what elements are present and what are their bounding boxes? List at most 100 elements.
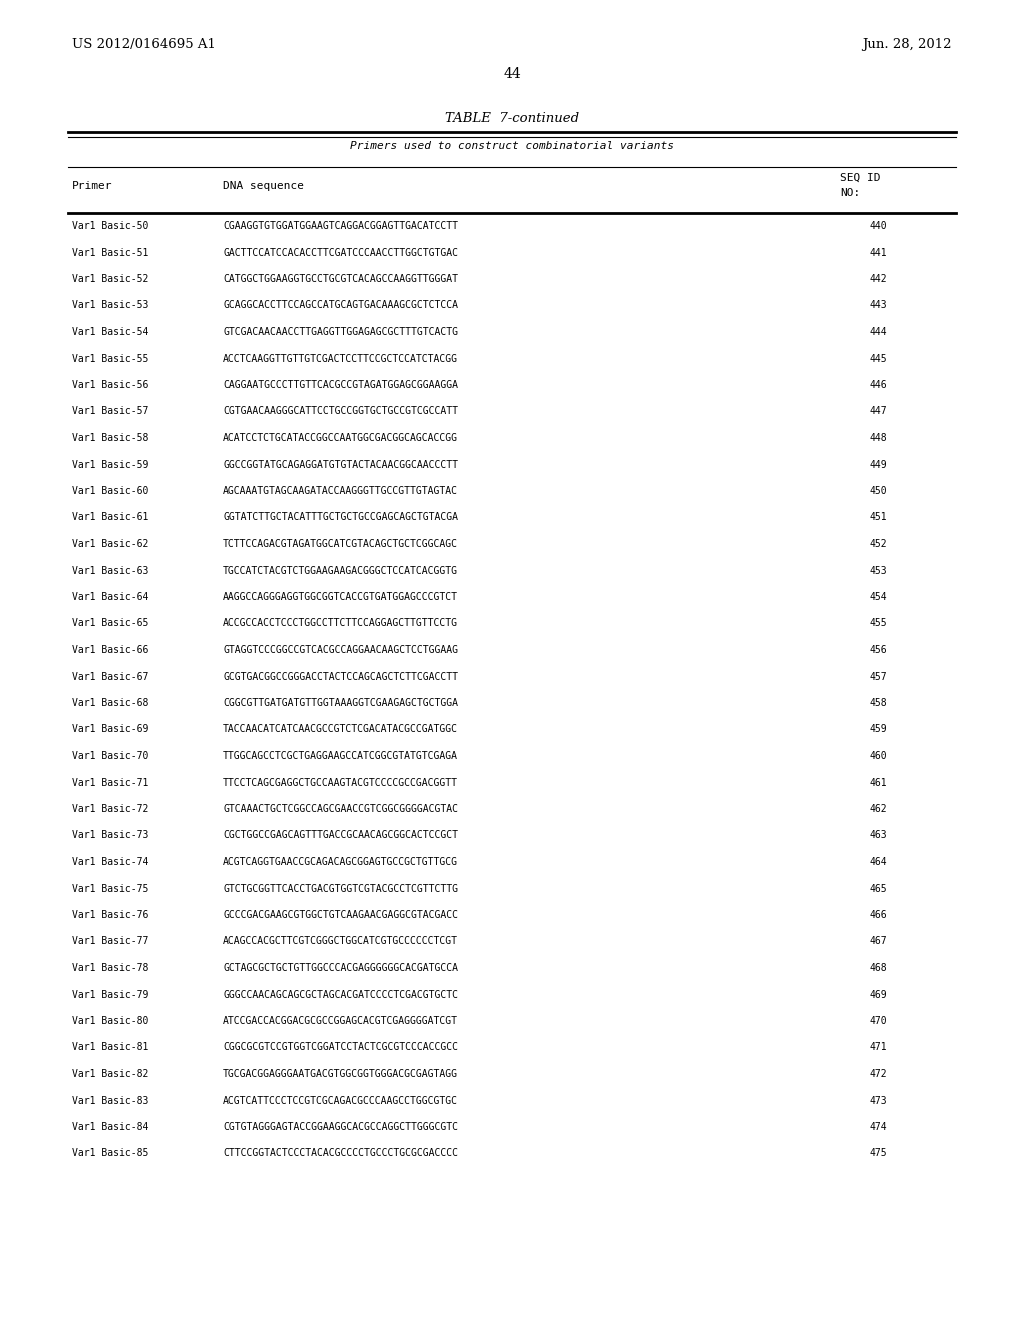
Text: GTCGACAACAACCTTGAGGTTGGAGAGCGCTTTGTCACTG: GTCGACAACAACCTTGAGGTTGGAGAGCGCTTTGTCACTG: [223, 327, 458, 337]
Text: 471: 471: [870, 1043, 888, 1052]
Text: ACAGCCACGCTTCGTCGGGCTGGCATCGTGCCCCCCTCGT: ACAGCCACGCTTCGTCGGGCTGGCATCGTGCCCCCCTCGT: [223, 936, 458, 946]
Text: 462: 462: [870, 804, 888, 814]
Text: 44: 44: [503, 67, 521, 81]
Text: GGTATCTTGCTACATTTGCTGCTGCCGAGCAGCTGTACGA: GGTATCTTGCTACATTTGCTGCTGCCGAGCAGCTGTACGA: [223, 512, 458, 523]
Text: CGTGAACAAGGGCATTCCTGCCGGTGCTGCCGTCGCCATT: CGTGAACAAGGGCATTCCTGCCGGTGCTGCCGTCGCCATT: [223, 407, 458, 417]
Text: Var1 Basic-75: Var1 Basic-75: [72, 883, 148, 894]
Text: 472: 472: [870, 1069, 888, 1078]
Text: 457: 457: [870, 672, 888, 681]
Text: GTCTGCGGTTCACCTGACGTGGTCGTACGCCTCGTTCTTG: GTCTGCGGTTCACCTGACGTGGTCGTACGCCTCGTTCTTG: [223, 883, 458, 894]
Text: GGGCCAACAGCAGCGCTAGCACGATCCCCTCGACGTGCTC: GGGCCAACAGCAGCGCTAGCACGATCCCCTCGACGTGCTC: [223, 990, 458, 999]
Text: Var1 Basic-82: Var1 Basic-82: [72, 1069, 148, 1078]
Text: TABLE  7-continued: TABLE 7-continued: [445, 112, 579, 125]
Text: 459: 459: [870, 725, 888, 734]
Text: Var1 Basic-85: Var1 Basic-85: [72, 1148, 148, 1159]
Text: CGCTGGCCGAGCAGTTTGACCGCAACAGCGGCACTCCGCT: CGCTGGCCGAGCAGTTTGACCGCAACAGCGGCACTCCGCT: [223, 830, 458, 841]
Text: Var1 Basic-60: Var1 Basic-60: [72, 486, 148, 496]
Text: Var1 Basic-74: Var1 Basic-74: [72, 857, 148, 867]
Text: ACGTCAGGTGAACCGCAGACAGCGGAGTGCCGCTGTTGCG: ACGTCAGGTGAACCGCAGACAGCGGAGTGCCGCTGTTGCG: [223, 857, 458, 867]
Text: Var1 Basic-79: Var1 Basic-79: [72, 990, 148, 999]
Text: GTCAAACTGCTCGGCCAGCGAACCGTCGGCGGGGACGTAC: GTCAAACTGCTCGGCCAGCGAACCGTCGGCGGGGACGTAC: [223, 804, 458, 814]
Text: Var1 Basic-61: Var1 Basic-61: [72, 512, 148, 523]
Text: Var1 Basic-81: Var1 Basic-81: [72, 1043, 148, 1052]
Text: AGCAAATGTAGCAAGATACCAAGGGTTGCCGTTGTAGTAC: AGCAAATGTAGCAAGATACCAAGGGTTGCCGTTGTAGTAC: [223, 486, 458, 496]
Text: 444: 444: [870, 327, 888, 337]
Text: 461: 461: [870, 777, 888, 788]
Text: Var1 Basic-53: Var1 Basic-53: [72, 301, 148, 310]
Text: Var1 Basic-80: Var1 Basic-80: [72, 1016, 148, 1026]
Text: Var1 Basic-51: Var1 Basic-51: [72, 248, 148, 257]
Text: 445: 445: [870, 354, 888, 363]
Text: 451: 451: [870, 512, 888, 523]
Text: Var1 Basic-50: Var1 Basic-50: [72, 220, 148, 231]
Text: US 2012/0164695 A1: US 2012/0164695 A1: [72, 38, 216, 51]
Text: Var1 Basic-62: Var1 Basic-62: [72, 539, 148, 549]
Text: ACCTCAAGGTTGTTGTCGACTCCTTCCGCTCCATCTACGG: ACCTCAAGGTTGTTGTCGACTCCTTCCGCTCCATCTACGG: [223, 354, 458, 363]
Text: GCCCGACGAAGCGTGGCTGTCAAGAACGAGGCGTACGACC: GCCCGACGAAGCGTGGCTGTCAAGAACGAGGCGTACGACC: [223, 909, 458, 920]
Text: Var1 Basic-70: Var1 Basic-70: [72, 751, 148, 762]
Text: Var1 Basic-67: Var1 Basic-67: [72, 672, 148, 681]
Text: TTCCTCAGCGAGGCTGCCAAGTACGTCCCCGCCGACGGTT: TTCCTCAGCGAGGCTGCCAAGTACGTCCCCGCCGACGGTT: [223, 777, 458, 788]
Text: Var1 Basic-54: Var1 Basic-54: [72, 327, 148, 337]
Text: TCTTCCAGACGTAGATGGCATCGTACAGCTGCTCGGCAGC: TCTTCCAGACGTAGATGGCATCGTACAGCTGCTCGGCAGC: [223, 539, 458, 549]
Text: 464: 464: [870, 857, 888, 867]
Text: Var1 Basic-64: Var1 Basic-64: [72, 591, 148, 602]
Text: 449: 449: [870, 459, 888, 470]
Text: ATCCGACCACGGACGCGCCGGAGCACGTCGAGGGGATCGT: ATCCGACCACGGACGCGCCGGAGCACGTCGAGGGGATCGT: [223, 1016, 458, 1026]
Text: Var1 Basic-55: Var1 Basic-55: [72, 354, 148, 363]
Text: CATGGCTGGAAGGTGCCTGCGTCACAGCCAAGGTTGGGAT: CATGGCTGGAAGGTGCCTGCGTCACAGCCAAGGTTGGGAT: [223, 275, 458, 284]
Text: Var1 Basic-63: Var1 Basic-63: [72, 565, 148, 576]
Text: ACGTCATTCCCTCCGTCGCAGACGCCCAAGCCTGGCGTGC: ACGTCATTCCCTCCGTCGCAGACGCCCAAGCCTGGCGTGC: [223, 1096, 458, 1106]
Text: Var1 Basic-58: Var1 Basic-58: [72, 433, 148, 444]
Text: 458: 458: [870, 698, 888, 708]
Text: Var1 Basic-76: Var1 Basic-76: [72, 909, 148, 920]
Text: Var1 Basic-83: Var1 Basic-83: [72, 1096, 148, 1106]
Text: Var1 Basic-78: Var1 Basic-78: [72, 964, 148, 973]
Text: SEQ ID: SEQ ID: [840, 173, 881, 183]
Text: 475: 475: [870, 1148, 888, 1159]
Text: 447: 447: [870, 407, 888, 417]
Text: 469: 469: [870, 990, 888, 999]
Text: GACTTCCATCCACACCTTCGATCCCAACCTTGGCTGTGAC: GACTTCCATCCACACCTTCGATCCCAACCTTGGCTGTGAC: [223, 248, 458, 257]
Text: 454: 454: [870, 591, 888, 602]
Text: 448: 448: [870, 433, 888, 444]
Text: Var1 Basic-77: Var1 Basic-77: [72, 936, 148, 946]
Text: ACATCCTCTGCATACCGGCCAATGGCGACGGCAGCACCGG: ACATCCTCTGCATACCGGCCAATGGCGACGGCAGCACCGG: [223, 433, 458, 444]
Text: 456: 456: [870, 645, 888, 655]
Text: GCGTGACGGCCGGGACCTACTCCAGCAGCTCTTCGACCTT: GCGTGACGGCCGGGACCTACTCCAGCAGCTCTTCGACCTT: [223, 672, 458, 681]
Text: CAGGAATGCCCTTGTTCACGCCGTAGATGGAGCGGAAGGA: CAGGAATGCCCTTGTTCACGCCGTAGATGGAGCGGAAGGA: [223, 380, 458, 389]
Text: NO:: NO:: [840, 187, 860, 198]
Text: Var1 Basic-73: Var1 Basic-73: [72, 830, 148, 841]
Text: 470: 470: [870, 1016, 888, 1026]
Text: 473: 473: [870, 1096, 888, 1106]
Text: 446: 446: [870, 380, 888, 389]
Text: 453: 453: [870, 565, 888, 576]
Text: 443: 443: [870, 301, 888, 310]
Text: GGCCGGTATGCAGAGGATGTGTACTACAACGGCAACCCTT: GGCCGGTATGCAGAGGATGTGTACTACAACGGCAACCCTT: [223, 459, 458, 470]
Text: CGGCGCGTCCGTGGTCGGATCCTACTCGCGTCCCACCGCC: CGGCGCGTCCGTGGTCGGATCCTACTCGCGTCCCACCGCC: [223, 1043, 458, 1052]
Text: Var1 Basic-84: Var1 Basic-84: [72, 1122, 148, 1133]
Text: 441: 441: [870, 248, 888, 257]
Text: TGCGACGGAGGGAATGACGTGGCGGTGGGACGCGAGTAGG: TGCGACGGAGGGAATGACGTGGCGGTGGGACGCGAGTAGG: [223, 1069, 458, 1078]
Text: 467: 467: [870, 936, 888, 946]
Text: Var1 Basic-57: Var1 Basic-57: [72, 407, 148, 417]
Text: TGCCATCTACGTCTGGAAGAAGACGGGCTCCATCACGGTG: TGCCATCTACGTCTGGAAGAAGACGGGCTCCATCACGGTG: [223, 565, 458, 576]
Text: 460: 460: [870, 751, 888, 762]
Text: Var1 Basic-65: Var1 Basic-65: [72, 619, 148, 628]
Text: 442: 442: [870, 275, 888, 284]
Text: 463: 463: [870, 830, 888, 841]
Text: Var1 Basic-59: Var1 Basic-59: [72, 459, 148, 470]
Text: Var1 Basic-56: Var1 Basic-56: [72, 380, 148, 389]
Text: Jun. 28, 2012: Jun. 28, 2012: [862, 38, 952, 51]
Text: Var1 Basic-52: Var1 Basic-52: [72, 275, 148, 284]
Text: 450: 450: [870, 486, 888, 496]
Text: Var1 Basic-69: Var1 Basic-69: [72, 725, 148, 734]
Text: Var1 Basic-68: Var1 Basic-68: [72, 698, 148, 708]
Text: CTTCCGGTACTCCCTACACGCCCCTGCCCTGCGCGACCCC: CTTCCGGTACTCCCTACACGCCCCTGCCCTGCGCGACCCC: [223, 1148, 458, 1159]
Text: 452: 452: [870, 539, 888, 549]
Text: 455: 455: [870, 619, 888, 628]
Text: CGAAGGTGTGGATGGAAGTCAGGACGGAGTTGACATCCTT: CGAAGGTGTGGATGGAAGTCAGGACGGAGTTGACATCCTT: [223, 220, 458, 231]
Text: 474: 474: [870, 1122, 888, 1133]
Text: ACCGCCACCTCCCTGGCCTTCTTCCAGGAGCTTGTTCCTG: ACCGCCACCTCCCTGGCCTTCTTCCAGGAGCTTGTTCCTG: [223, 619, 458, 628]
Text: Primer: Primer: [72, 181, 113, 191]
